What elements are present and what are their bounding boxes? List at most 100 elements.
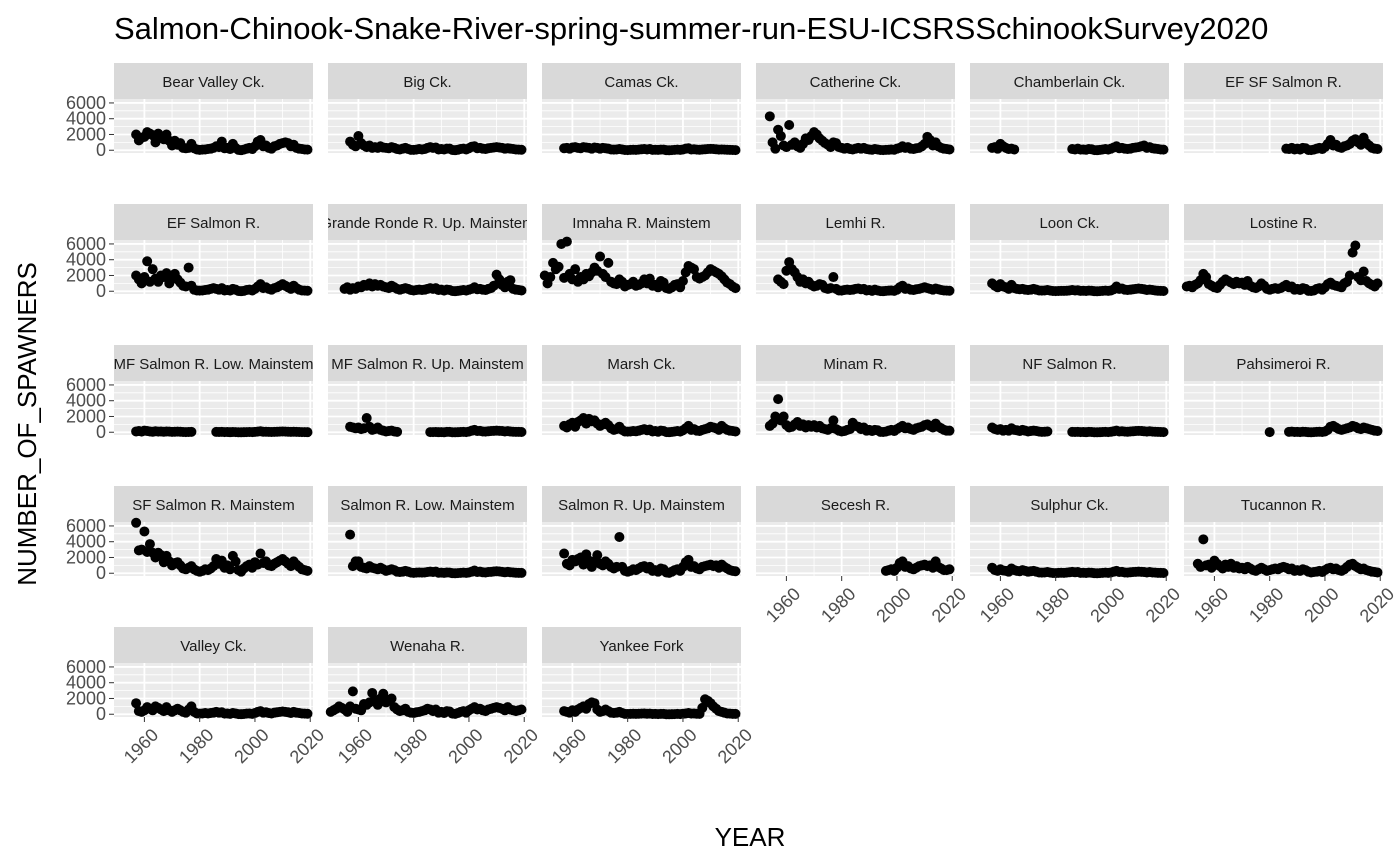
data-point (944, 144, 955, 155)
facet: Yankee Fork 1960 1980 2000 2020 (542, 627, 756, 767)
facet-strip-label: NF Salmon R. (1022, 356, 1116, 373)
facet-strip (542, 204, 741, 240)
data-point (1158, 144, 1169, 155)
data-point (730, 566, 741, 577)
facet-strip (542, 63, 741, 99)
data-point (302, 427, 313, 438)
x-tick-label: 1960 (334, 725, 376, 767)
data-point (730, 426, 741, 437)
data-point (302, 708, 313, 719)
x-tick-label: 1980 (1245, 584, 1287, 626)
data-point (302, 285, 313, 296)
facet: MF Salmon R. Up. Mainstem (328, 345, 527, 438)
facet-strip-label: Grande Ronde R. Up. Mainstem (320, 215, 534, 232)
facet: Minam R. (756, 345, 955, 438)
data-point (186, 426, 197, 437)
facet-strip (328, 345, 527, 381)
data-point (1372, 567, 1383, 578)
facet: Lostine R. (1181, 204, 1383, 297)
facet-strip-label: Secesh R. (821, 497, 890, 514)
x-tick-label: 1960 (120, 725, 162, 767)
facet: Tucannon R. 1960 1980 2000 2020 (1184, 486, 1398, 626)
y-tick-label: 2000 (66, 265, 106, 285)
facet: Loon Ck. (970, 204, 1169, 297)
facet-strip (970, 63, 1169, 99)
data-point (230, 556, 241, 567)
facet-strip-label: Valley Ck. (180, 638, 246, 655)
facet-strip-label: Salmon R. Low. Mainstem (340, 497, 514, 514)
data-point (778, 411, 789, 422)
data-point (392, 426, 403, 437)
facet-strip (114, 345, 313, 381)
facet: Chamberlain Ck. (970, 63, 1169, 156)
facet-strip (114, 627, 313, 663)
x-tick-label: 2020 (928, 584, 970, 626)
x-tick-label: 2020 (286, 725, 328, 767)
data-point (1344, 270, 1355, 281)
data-point (773, 394, 784, 405)
facet-strip (756, 486, 955, 522)
facet-strip (328, 204, 527, 240)
data-point (944, 564, 955, 575)
facet-strip (970, 204, 1169, 240)
data-point (1009, 144, 1020, 155)
facet-strip-label: Minam R. (823, 356, 887, 373)
data-point (516, 427, 527, 438)
data-point (614, 531, 625, 542)
data-point (302, 565, 313, 576)
x-tick-label: 1960 (548, 725, 590, 767)
x-tick-label: 1960 (976, 584, 1018, 626)
plot-title: Salmon-Chinook-Snake-River-spring-summer… (114, 11, 1268, 46)
facet-strip (114, 204, 313, 240)
data-point (255, 548, 266, 559)
x-tick-label: 2020 (1356, 584, 1398, 626)
x-tick-label: 2000 (1300, 584, 1342, 626)
data-point (730, 145, 741, 156)
y-tick-label: 2000 (66, 406, 106, 426)
x-tick-label: 1980 (389, 725, 431, 767)
y-tick-label: 6000 (66, 657, 106, 677)
facet-strip (328, 486, 527, 522)
data-point (595, 251, 606, 262)
data-point (505, 275, 516, 286)
facet-strip (542, 345, 741, 381)
facet: Wenaha R. 1960 1980 2000 2020 (325, 627, 542, 767)
data-point (553, 261, 564, 272)
data-point (778, 279, 789, 290)
facet-strip-label: Chamberlain Ck. (1014, 74, 1126, 91)
data-point (784, 120, 795, 131)
facet-strip-label: Lostine R. (1250, 215, 1318, 232)
facet-strip-label: Lemhi R. (825, 215, 885, 232)
data-point (1358, 266, 1369, 277)
data-point (1158, 568, 1169, 579)
x-axis-title: YEAR (715, 822, 786, 852)
data-point (1372, 426, 1383, 437)
data-point (1158, 286, 1169, 297)
x-tick-label: 1960 (1190, 584, 1232, 626)
facet: Lemhi R. (756, 204, 955, 297)
facet-strip-label: Sulphur Ck. (1030, 497, 1108, 514)
data-point (1372, 278, 1383, 289)
facet-strip-label: Loon Ck. (1039, 215, 1099, 232)
data-point (730, 283, 741, 294)
x-tick-label: 1980 (175, 725, 217, 767)
data-point (775, 131, 786, 142)
facet: Marsh Ck. (542, 345, 741, 438)
facet-strip (970, 486, 1169, 522)
data-point (545, 272, 556, 283)
x-tick-label: 1980 (817, 584, 859, 626)
facet: Imnaha R. Mainstem (539, 204, 741, 294)
data-point (516, 285, 527, 296)
y-tick-label: 2000 (66, 547, 106, 567)
x-tick-label: 2000 (1086, 584, 1128, 626)
data-point (142, 256, 153, 267)
y-tick-label: 6000 (66, 375, 106, 395)
facet-strip-label: EF SF Salmon R. (1225, 74, 1342, 91)
facet-strip-label: Bear Valley Ck. (162, 74, 264, 91)
facet: Salmon R. Up. Mainstem (542, 486, 741, 578)
